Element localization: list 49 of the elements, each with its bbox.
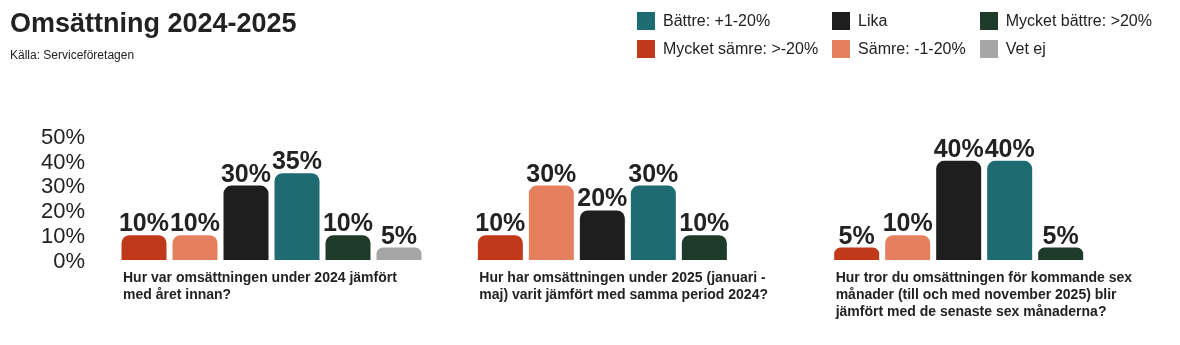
data-label: 10% — [169, 208, 221, 237]
legend-label: Lika — [857, 12, 889, 30]
data-label: 5% — [380, 220, 418, 249]
x-tick-label: Hur har omsättningen under 2025 (januari - maj) varit jämfört med samma period 2024? — [479, 269, 769, 302]
bar — [579, 210, 625, 260]
data-label: 10% — [118, 208, 170, 237]
legend-label: Mycket bättre: >20% — [1004, 12, 1152, 30]
bar — [376, 247, 422, 260]
y-tick-label: 10% — [40, 223, 85, 249]
bar — [1038, 247, 1084, 260]
bar — [172, 235, 218, 260]
bar — [630, 185, 676, 260]
bar — [936, 160, 982, 260]
bar — [987, 160, 1033, 260]
data-label: 5% — [1042, 220, 1079, 249]
data-label: 10% — [322, 208, 374, 237]
legend-label: Bättre: +1-20% — [661, 12, 772, 30]
data-label: 10% — [882, 208, 933, 237]
data-label: 35% — [271, 146, 323, 175]
bar — [121, 235, 167, 260]
data-label: 30% — [628, 158, 679, 187]
data-label: 5% — [838, 220, 875, 249]
data-label: 30% — [526, 158, 577, 187]
data-label: 10% — [679, 208, 730, 237]
bar — [528, 185, 574, 260]
chart-title: Omsättning 2024-2025 — [10, 8, 297, 39]
y-tick-label: 40% — [40, 148, 85, 174]
bar — [885, 235, 931, 260]
x-tick-label: Hur tror du omsättningen för kommande sex månader (till och med november 2025) blir jämfört med de senaste sex månaderna? — [834, 269, 1133, 319]
data-label: 40% — [984, 133, 1035, 162]
data-label: 40% — [933, 133, 984, 162]
data-label: 20% — [577, 183, 628, 212]
bar — [681, 235, 727, 260]
data-label: 30% — [220, 158, 272, 187]
bar — [274, 173, 320, 260]
legend-label: Mycket sämre: >-20% — [661, 40, 819, 58]
y-tick-label: 0% — [53, 247, 85, 273]
bar — [223, 185, 269, 260]
y-tick-label: 20% — [40, 198, 85, 224]
y-tick-label: 50% — [40, 123, 85, 149]
data-label: 10% — [475, 208, 526, 237]
text: Källa: Serviceföretagen — [10, 48, 135, 62]
bar — [325, 235, 371, 260]
y-tick-label: 30% — [40, 173, 85, 199]
legend-label: Sämre: -1-20% — [857, 40, 966, 58]
legend-label: Vet ej — [1004, 40, 1047, 58]
bar — [834, 247, 880, 260]
bar — [477, 235, 523, 260]
x-tick-label: Hur var omsättningen under 2024 jämfört med året innan? — [123, 269, 398, 302]
